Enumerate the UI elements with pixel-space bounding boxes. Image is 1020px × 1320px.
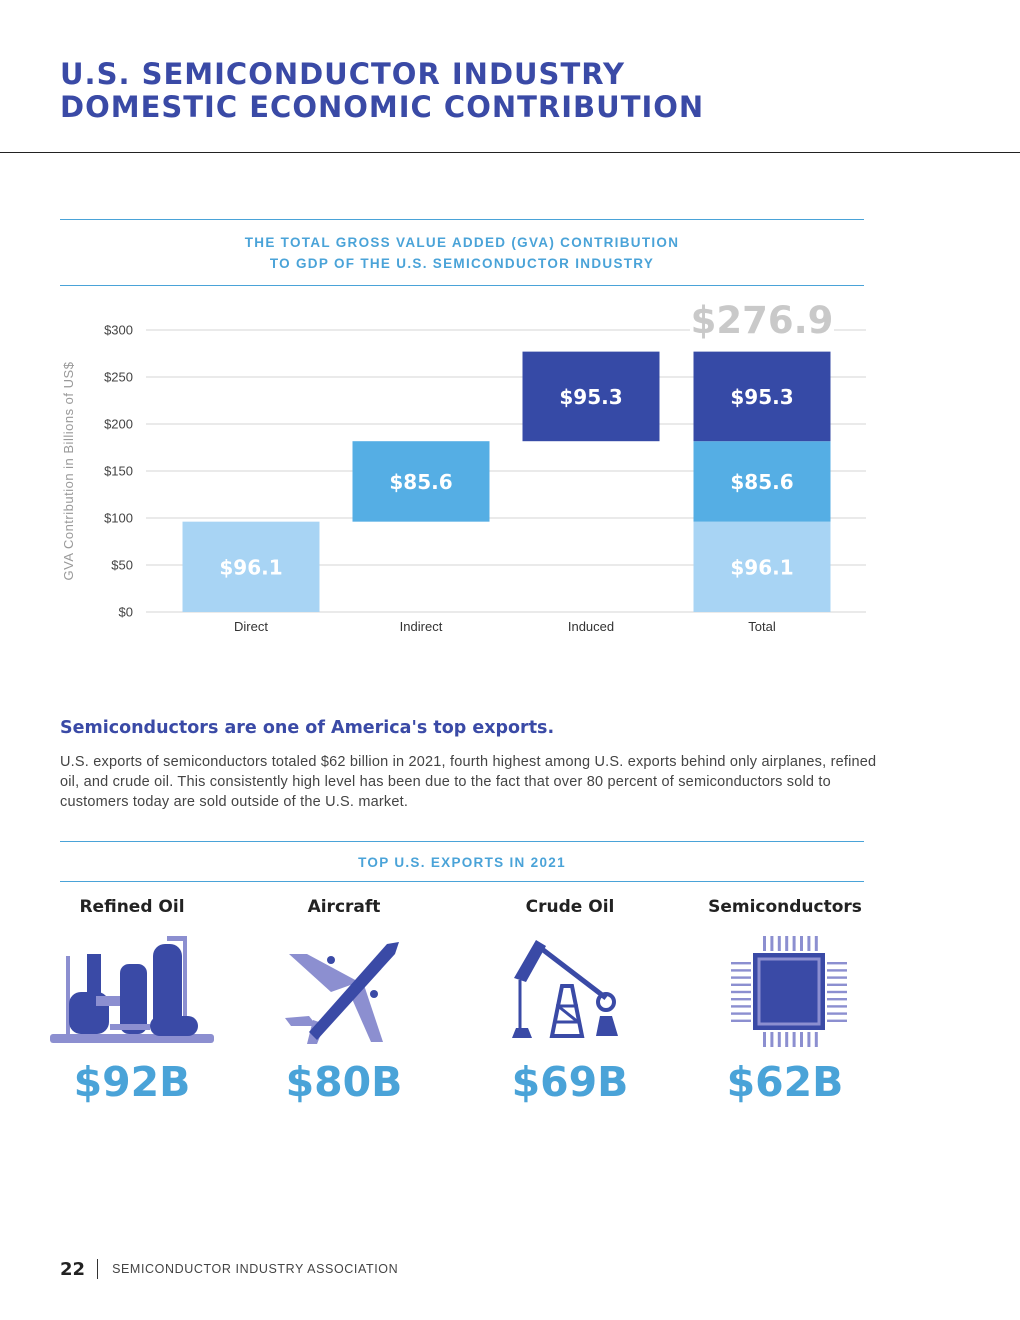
export-aircraft: Aircraft $80B: [234, 894, 454, 1106]
export-value: $80B: [285, 1058, 403, 1106]
bar-segment: [693, 351, 831, 442]
bar-value-label: $96.1: [219, 555, 282, 579]
export-semiconductors: Semiconductors $62B: [675, 894, 895, 1106]
chart-bars: [182, 351, 831, 612]
export-value: $62B: [726, 1058, 844, 1106]
oil-pump-icon: [512, 940, 618, 1038]
exports-body: U.S. exports of semiconductors totaled $…: [60, 754, 877, 810]
microchip-icon: [731, 936, 847, 1047]
exports-heading: Semiconductors are one of America's top …: [60, 718, 555, 738]
bar-value-label: $85.6: [389, 470, 452, 494]
bar-value-label: $96.1: [730, 555, 793, 579]
x-tick-label: Direct: [234, 619, 268, 634]
export-label: Semiconductors: [708, 897, 862, 917]
y-tick-label: $200: [104, 417, 133, 432]
y-tick-label: $50: [111, 558, 133, 573]
y-tick-label: $300: [104, 323, 133, 338]
x-tick-label: Indirect: [400, 619, 443, 634]
chart-title: THE TOTAL GROSS VALUE ADDED (GVA) CONTRI…: [60, 220, 864, 285]
x-tick-label: Induced: [568, 619, 614, 634]
y-axis-title: GVA Contribution in Billions of US$: [61, 361, 76, 580]
export-value: $92B: [73, 1058, 191, 1106]
page-footer: 22 SEMICONDUCTOR INDUSTRY ASSOCIATION: [60, 1256, 398, 1282]
y-tick-label: $0: [119, 605, 133, 620]
page-title-line2: DOMESTIC ECONOMIC CONTRIBUTION: [60, 90, 705, 124]
export-value: $69B: [511, 1058, 629, 1106]
export-label: Aircraft: [307, 897, 381, 917]
title-divider: [0, 152, 1020, 153]
top-exports-section: TOP U.S. EXPORTS IN 2021: [60, 841, 864, 882]
export-refined-oil: Refined Oil $92B: [22, 894, 242, 1106]
bar-segment: [352, 441, 490, 522]
exports-top-rule: [60, 841, 864, 842]
bar-value-label: $95.3: [730, 385, 793, 409]
bar-segment: [182, 521, 320, 612]
page-title-line1: U.S. SEMICONDUCTOR INDUSTRY: [60, 57, 625, 91]
bar-segment: [693, 521, 831, 612]
gva-bar-chart: $0 $50 $100 $150 $200 $250 $300 $96.1 $85.6 $95.…: [61, 299, 866, 634]
organization-name: SEMICONDUCTOR INDUSTRY ASSOCIATION: [112, 1262, 399, 1276]
airplane-icon: [285, 942, 399, 1044]
bar-value-label: $85.6: [730, 470, 793, 494]
export-label: Refined Oil: [79, 897, 185, 917]
exports-bottom-rule: [60, 881, 864, 882]
x-tick-label: Total: [748, 619, 776, 634]
footer-divider: [97, 1259, 99, 1279]
chart-labels: $96.1 $85.6 $95.3 $96.1 $85.6 $95.3 Direct Indi…: [219, 299, 833, 634]
chart-title-line1: THE TOTAL GROSS VALUE ADDED (GVA) CONTRI…: [244, 235, 680, 250]
chart-bottom-rule: [60, 285, 864, 286]
exports-title: TOP U.S. EXPORTS IN 2021: [358, 855, 566, 870]
bar-segment: [693, 441, 831, 522]
gva-chart-section: THE TOTAL GROSS VALUE ADDED (GVA) CONTRI…: [60, 219, 864, 286]
bar-value-label: $95.3: [559, 385, 622, 409]
y-tick-label: $250: [104, 370, 133, 385]
page-number: 22: [60, 1258, 86, 1280]
y-tick-label: $150: [104, 464, 133, 479]
chart-top-rule: [60, 219, 864, 220]
chart-title-line2: TO GDP OF THE U.S. SEMICONDUCTOR INDUSTR…: [269, 256, 655, 271]
export-label: Crude Oil: [525, 897, 615, 917]
bar-segment: [522, 351, 660, 442]
page-title: U.S. SEMICONDUCTOR INDUSTRY DOMESTIC ECO…: [60, 58, 704, 124]
total-value-label: $276.9: [691, 299, 834, 342]
export-crude-oil: Crude Oil $69B: [460, 894, 680, 1106]
y-tick-label: $100: [104, 511, 133, 526]
refinery-icon: [50, 936, 214, 1043]
